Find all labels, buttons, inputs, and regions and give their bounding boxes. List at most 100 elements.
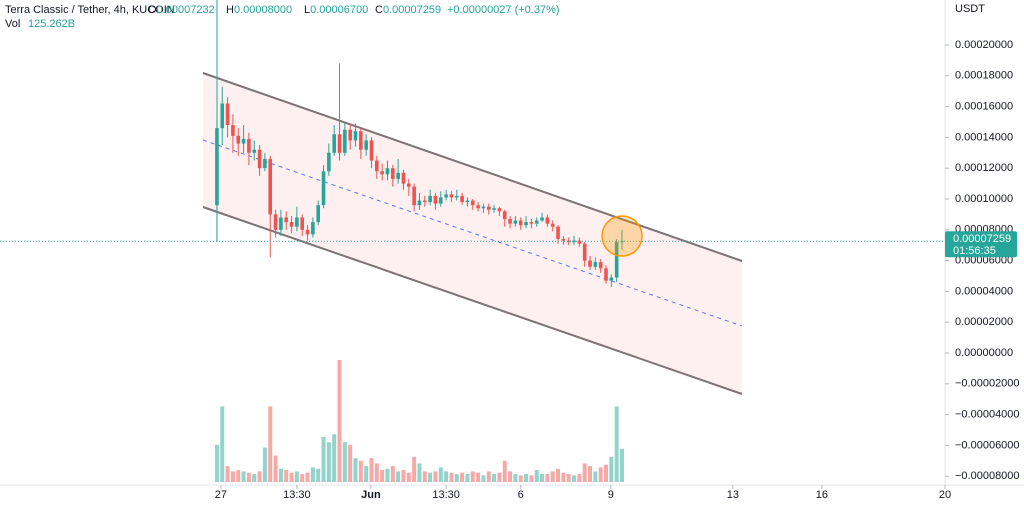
volume-bar <box>326 442 331 482</box>
candle-body <box>422 200 427 203</box>
candle-body <box>289 222 294 227</box>
candle-body <box>556 226 560 240</box>
y-axis-label: USDT <box>955 3 985 15</box>
channel-fill <box>203 73 742 394</box>
ohlc-legend-value: 0.00008000 <box>234 4 292 16</box>
candle-body <box>401 172 406 184</box>
volume-bar <box>230 471 235 482</box>
candle-body <box>247 138 251 153</box>
candle-body <box>609 277 614 281</box>
candle-body <box>497 208 502 212</box>
volume-bar <box>300 474 305 482</box>
candle-body <box>316 205 320 223</box>
volume-bar <box>486 471 491 482</box>
candle-body <box>231 125 235 136</box>
volume-bar <box>534 470 539 482</box>
volume-bar <box>508 471 513 482</box>
volume-bar <box>332 434 337 482</box>
x-tick-label: 13:30 <box>283 489 311 501</box>
volume-bar <box>390 466 395 482</box>
x-tick-label: 6 <box>518 489 524 501</box>
candle-body <box>337 134 342 153</box>
channel-upper <box>202 72 743 262</box>
volume-bar <box>358 460 363 482</box>
volume-bar <box>572 475 577 482</box>
candle-body <box>577 240 582 244</box>
candle-body <box>305 229 310 235</box>
volume-bar <box>518 475 523 482</box>
ohlc-legend-label: O <box>148 4 157 16</box>
volume-bar <box>337 360 342 482</box>
candle-body <box>343 129 347 153</box>
ohlc-legend: H0.00008000 <box>226 4 292 16</box>
candle-body <box>534 220 539 224</box>
candle-body <box>524 222 528 226</box>
volume-bar <box>550 471 555 482</box>
volume-bar <box>353 458 358 482</box>
volume-bar <box>524 474 529 482</box>
ohlc-legend-label: C <box>375 4 383 16</box>
candle-body <box>428 195 432 203</box>
candle-body <box>391 168 395 179</box>
volume-bar <box>412 456 417 482</box>
candle-body <box>454 195 459 198</box>
candle-body <box>241 138 246 144</box>
x-tick-label: 9 <box>608 489 614 501</box>
y-tick-label: −0.00004000 <box>955 409 1020 421</box>
volume-bar <box>422 471 427 482</box>
candle-body <box>614 242 619 278</box>
volume-bar <box>492 474 497 482</box>
candle-body <box>348 129 352 141</box>
volume-bar <box>454 474 459 482</box>
volume-bar <box>273 455 278 482</box>
candle-body <box>593 262 598 267</box>
y-tick-label: 0.00016000 <box>955 100 1013 112</box>
volume-bar <box>566 474 571 482</box>
candle-body <box>220 103 225 129</box>
candle-body <box>263 158 267 169</box>
candle-body <box>359 131 363 150</box>
volume-bar <box>561 472 566 482</box>
candle-body <box>279 217 283 230</box>
candle-body <box>369 140 374 161</box>
candle-body <box>492 208 496 210</box>
candle-body <box>412 186 416 206</box>
volume-bar <box>406 472 411 482</box>
candle-body <box>481 206 486 209</box>
x-tick-label: Jun <box>361 489 381 501</box>
volume-legend-label: Vol <box>5 18 20 30</box>
candle-body <box>300 217 305 230</box>
candle-body <box>295 217 299 227</box>
ohlc-legend-value: 0.00007259 <box>383 4 441 16</box>
candle-body <box>465 200 470 203</box>
candle-body <box>327 152 331 172</box>
candle-body <box>385 168 390 175</box>
x-tick-label: 20 <box>939 489 951 501</box>
ohlc-legend-label: H <box>226 4 234 16</box>
y-tick-label: −0.00002000 <box>955 378 1020 390</box>
volume-bar <box>481 475 486 482</box>
volume-bar <box>369 458 374 482</box>
last-price-box <box>945 231 1017 258</box>
volume-bar <box>593 471 598 482</box>
x-tick-label: 13 <box>727 489 739 501</box>
volume-bar <box>289 472 294 482</box>
volume-bar <box>284 470 289 482</box>
volume-bar <box>396 471 401 482</box>
volume-bar <box>433 471 438 482</box>
candle-body <box>518 220 523 226</box>
ohlc-legend-value: 0.00006700 <box>310 4 368 16</box>
countdown-label: 01:56:35 <box>953 245 996 257</box>
volume-bar <box>417 463 422 482</box>
candle-body <box>273 214 278 230</box>
candle-body <box>380 171 384 175</box>
volume-bar <box>438 467 443 482</box>
x-tick-label: 27 <box>215 489 227 501</box>
volume-bar <box>428 472 433 482</box>
candle-body <box>502 211 507 220</box>
candle-body <box>620 241 624 243</box>
volume-bar <box>316 468 321 482</box>
candle-body <box>407 183 411 187</box>
ohlc-legend-value: 0.00007232 <box>157 4 215 16</box>
candle-body <box>353 131 358 141</box>
